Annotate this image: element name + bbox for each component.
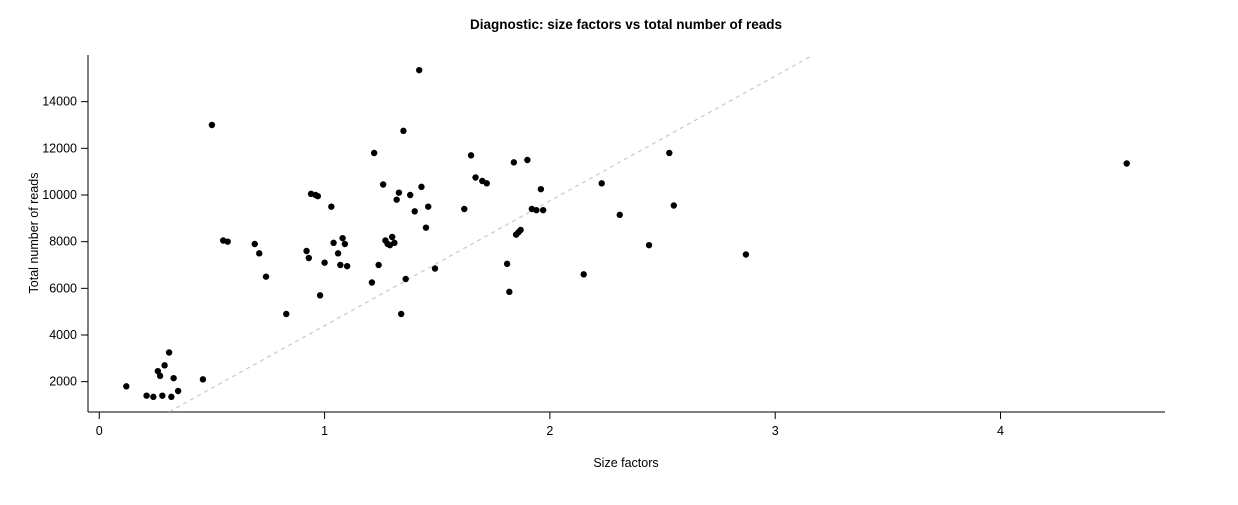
scatter-point (123, 383, 130, 390)
scatter-point (168, 393, 175, 401)
scatter-point (375, 261, 382, 269)
scatter-point (411, 208, 418, 215)
y-tick-label: 8000 (49, 235, 77, 249)
scatter-point (208, 121, 216, 129)
scatter-point (262, 273, 270, 280)
scatter-point (159, 392, 166, 399)
scatter-point (524, 156, 531, 164)
scatter-point (251, 240, 258, 248)
scatter-point (368, 279, 376, 286)
scatter-point (341, 240, 349, 248)
x-tick-label: 4 (997, 424, 1004, 438)
scatter-point (510, 159, 518, 166)
scatter-point (370, 149, 378, 157)
scatter-point (391, 239, 398, 247)
scatter-point (379, 181, 387, 188)
scatter-point (539, 206, 547, 214)
scatter-point (337, 261, 344, 269)
y-tick-label: 10000 (42, 188, 77, 202)
plot-area: 0 1 2 3 4 2000 4000 6000 8000 10000 12000 14000 (42, 55, 1165, 438)
x-tick-label: 2 (546, 424, 553, 438)
scatter-point (402, 275, 409, 283)
y-tick-label: 4000 (49, 328, 77, 342)
x-tick-label: 3 (772, 424, 779, 438)
scatter-point (616, 211, 623, 219)
scatter-point (406, 191, 414, 199)
scatter-point (580, 271, 587, 278)
scatter-point (418, 183, 425, 191)
scatter-point (224, 238, 231, 245)
scatter-point (314, 192, 322, 200)
y-axis-label: Total number of reads (27, 173, 41, 294)
scatter-point (598, 180, 605, 187)
scatter-point (321, 259, 328, 266)
scatter-point (305, 254, 313, 262)
scatter-point (174, 387, 182, 395)
scatter-point (416, 66, 423, 74)
scatter-point (343, 262, 351, 270)
scatter-point (256, 250, 263, 257)
scatter-point (316, 292, 324, 299)
y-tick-label: 2000 (49, 375, 77, 389)
x-axis-label: Size factors (593, 456, 658, 470)
scatter-point (393, 196, 400, 203)
y-tick-label: 12000 (42, 141, 77, 155)
scatter-point (517, 226, 524, 234)
scatter-point (467, 152, 475, 159)
scatter-point (431, 265, 439, 272)
scatter-point (666, 149, 673, 157)
scatter-point (395, 189, 403, 196)
scatter-point (328, 203, 335, 210)
y-tick-label: 14000 (42, 95, 77, 109)
scatter-point (1123, 160, 1130, 167)
scatter-point (150, 393, 157, 401)
scatter-point (339, 234, 346, 242)
trend-line (167, 55, 815, 412)
scatter-point (503, 260, 511, 268)
scatter-point (400, 127, 407, 135)
scatter-point (170, 374, 177, 382)
scatter-point (397, 310, 405, 318)
scatter-point (670, 202, 678, 209)
scatter-point (742, 251, 750, 258)
scatter-point (537, 185, 545, 193)
scatter-point (334, 250, 342, 257)
scatter-point (472, 174, 479, 181)
scatter-point (483, 180, 491, 187)
y-tick-label: 6000 (49, 281, 77, 295)
chart-title: Diagnostic: size factors vs total number… (470, 17, 782, 32)
scatter-point (388, 233, 396, 241)
scatter-point (199, 376, 207, 383)
scatter-point (425, 203, 432, 210)
scatter-point (143, 392, 150, 399)
x-tick-label: 0 (96, 424, 103, 438)
scatter-point (533, 206, 540, 214)
scatter-point (330, 239, 337, 247)
scatter-point (283, 310, 290, 318)
scatter-point (506, 288, 513, 296)
scatter-point (156, 372, 164, 380)
scatter-point (165, 349, 173, 356)
scatter-point (645, 241, 653, 249)
scatter-point (161, 362, 168, 369)
scatter-point (303, 247, 310, 255)
scatter-point (422, 224, 430, 231)
x-tick-label: 1 (321, 424, 328, 438)
scatter-point (461, 205, 468, 213)
